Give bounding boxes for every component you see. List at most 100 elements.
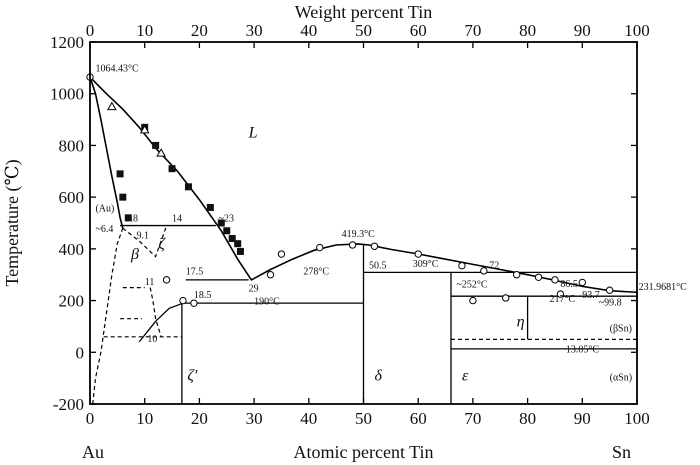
y-tick-label: 1200 [50, 33, 84, 52]
data-point-circle [469, 296, 477, 305]
annotation-label: 217°C [549, 294, 575, 305]
top-tick-label: 20 [191, 21, 208, 40]
bottom-tick-label: 60 [410, 409, 427, 428]
annotation-label: 9.1 [136, 231, 149, 242]
bottom-tick-label: 80 [519, 409, 536, 428]
data-point-circle [370, 242, 379, 250]
top-axis-title: Weight percent Tin [295, 2, 433, 22]
annotation-label: 309°C [413, 259, 439, 270]
annotation-label: 86.5 [560, 279, 578, 290]
annotation-label: 190°C [254, 296, 280, 307]
data-point-circle [266, 271, 275, 279]
annotation-label: (βSn) [610, 324, 632, 335]
dashed-boundary [149, 287, 162, 337]
y-tick-label: 1000 [50, 85, 84, 104]
y-tick-label: 0 [76, 343, 85, 362]
data-point-square [228, 235, 236, 243]
data-point-circle [512, 271, 521, 279]
bottom-tick-label: 70 [464, 409, 481, 428]
top-tick-label: 70 [464, 21, 481, 40]
phase-label: L [248, 125, 258, 142]
annotation-label: 18.5 [194, 290, 212, 301]
data-point-circle [190, 299, 198, 307]
bottom-axis-title: Atomic percent Tin [294, 442, 434, 462]
bottom-tick-label: 90 [574, 409, 591, 428]
data-point-square [184, 183, 192, 191]
bottom-axis-left-end-label: Au [82, 442, 104, 462]
top-tick-label: 50 [355, 21, 372, 40]
annotation-label: ~252°C [456, 280, 487, 291]
data-point-square [236, 247, 244, 255]
bottom-tick-label: 20 [191, 409, 208, 428]
phase-label: ζ' [187, 368, 197, 385]
bottom-tick-label: 0 [86, 409, 95, 428]
data-point-circle [348, 241, 357, 249]
y-tick-label: -200 [53, 395, 84, 414]
top-tick-label: 100 [624, 21, 650, 40]
data-point-square [217, 219, 225, 227]
top-tick-label: 10 [136, 21, 153, 40]
data-point-square [124, 214, 132, 222]
annotation-label: (αSn) [610, 373, 632, 384]
annotation-label: 13.05°C [566, 344, 599, 355]
annotation-label: (Au) [95, 203, 114, 214]
annotation-label: 93.7 [582, 290, 600, 301]
data-point-square [116, 170, 124, 178]
data-point-circle [578, 278, 586, 287]
data-point-circle [502, 294, 510, 302]
data-point-triangle [139, 124, 150, 134]
annotation-label: 278°C [303, 267, 329, 278]
annotation-label: ~6.4 [95, 224, 113, 235]
phase-label: ε [462, 368, 469, 385]
y-tick-label: 200 [59, 292, 85, 311]
bottom-tick-label: 50 [355, 409, 372, 428]
data-point-circle [605, 286, 614, 294]
top-tick-label: 0 [86, 21, 95, 40]
annotation-label: 1064.43°C [95, 64, 138, 75]
bottom-tick-label: 10 [136, 409, 153, 428]
data-point-circle [480, 267, 488, 275]
annotation-label: 72 [489, 260, 499, 271]
chart-lines [92, 224, 638, 405]
annotation-label: 11 [145, 277, 155, 288]
annotation-label: 17.5 [186, 267, 204, 278]
data-point-circle [556, 290, 565, 298]
y-tick-label: 400 [59, 240, 85, 259]
annotation-label: 231.9681°C [639, 282, 687, 293]
bottom-tick-label: 100 [624, 409, 650, 428]
data-point-circle [458, 261, 466, 270]
annotation-label: 14 [172, 214, 182, 225]
data-point-square [206, 203, 214, 211]
top-tick-label: 80 [519, 21, 536, 40]
top-tick-label: 60 [410, 21, 427, 40]
data-point-circle [316, 243, 324, 252]
dashed-boundary [122, 225, 168, 258]
bottom-tick-label: 40 [300, 409, 317, 428]
annotation-label: ~99.8 [599, 298, 622, 309]
phase-label: δ [374, 368, 382, 385]
bottom-axis-right-end-label: Sn [612, 442, 631, 462]
y-axis-title: Temperature (℃) [2, 159, 23, 286]
data-point-circle [534, 273, 543, 281]
data-point-square [168, 165, 176, 173]
annotation-label: ~23 [219, 214, 234, 225]
top-tick-label: 40 [300, 21, 317, 40]
phase-boundary [138, 302, 184, 343]
annotation-label: 9.8 [126, 214, 138, 225]
solidus-line [89, 76, 124, 229]
data-point-circle [179, 296, 187, 305]
top-tick-label: 30 [246, 21, 263, 40]
data-point-square [234, 240, 242, 248]
data-point-triangle [107, 101, 117, 111]
y-tick-label: 800 [59, 136, 85, 155]
annotation-label: 29 [249, 284, 259, 295]
data-point-circle [277, 250, 286, 258]
bottom-tick-label: 30 [246, 409, 263, 428]
chart-annotations: 1064.43°C (Au) ~6.4 9.8 14 ~23 9.1 419.3°C 17.5 2… [95, 64, 687, 385]
phase-label: ζ [158, 236, 166, 253]
data-point-square [223, 227, 231, 235]
annotation-label: 50.5 [369, 260, 387, 271]
phase-label: η [517, 313, 525, 330]
phase-label: β [130, 246, 139, 263]
